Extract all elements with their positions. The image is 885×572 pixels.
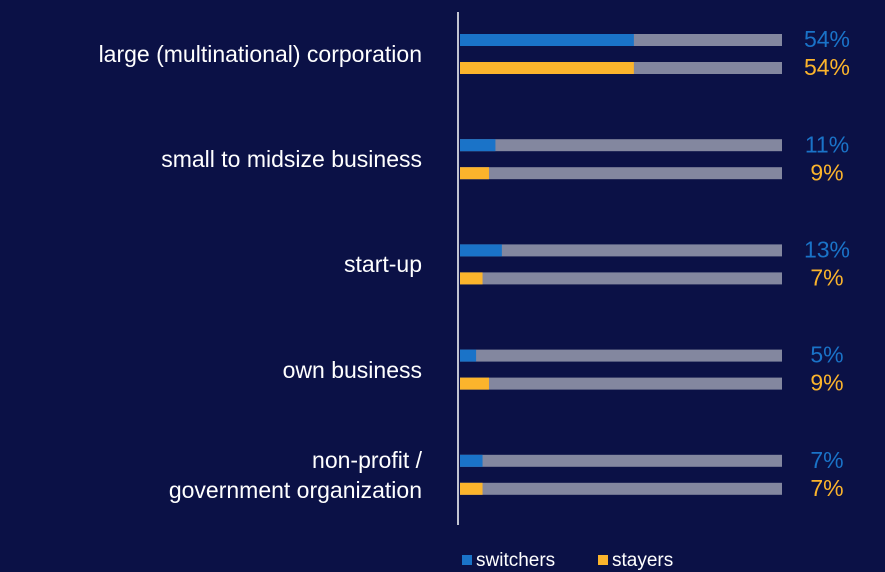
value-label: 9%	[810, 159, 843, 185]
bar	[460, 377, 489, 390]
value-label: 5%	[810, 342, 843, 368]
legend-label: switchers	[476, 550, 555, 571]
bar-track	[460, 349, 782, 362]
bar-track	[460, 482, 782, 495]
bar	[460, 349, 477, 362]
bar	[460, 244, 502, 257]
legend-label: stayers	[612, 550, 673, 571]
value-label: 13%	[804, 236, 850, 262]
value-label: 7%	[810, 475, 843, 501]
value-label: 7%	[810, 264, 843, 290]
bar	[460, 272, 483, 285]
category-label: small to midsize business	[161, 146, 422, 173]
bar-track	[460, 377, 782, 390]
bar	[460, 34, 634, 46]
legend-swatch	[462, 555, 472, 565]
bar	[460, 62, 634, 74]
bar-track	[460, 272, 782, 285]
bar	[460, 167, 489, 180]
bar-track	[460, 139, 782, 152]
value-label: 54%	[804, 26, 850, 52]
value-label: 11%	[805, 131, 849, 157]
bar	[460, 139, 496, 152]
bar-track	[460, 244, 782, 257]
category-label: start-up	[344, 251, 422, 278]
category-label: own business	[282, 356, 422, 383]
value-label: 54%	[804, 54, 850, 80]
value-label: 9%	[810, 370, 843, 396]
bar	[460, 454, 483, 467]
bar-track	[460, 167, 782, 180]
category-label: non-profit / government organization	[168, 446, 422, 503]
bar	[460, 482, 483, 495]
value-label: 7%	[810, 447, 843, 473]
category-label: large (multinational) corporation	[98, 41, 422, 67]
bar-track	[460, 454, 782, 467]
legend-swatch	[598, 555, 608, 565]
